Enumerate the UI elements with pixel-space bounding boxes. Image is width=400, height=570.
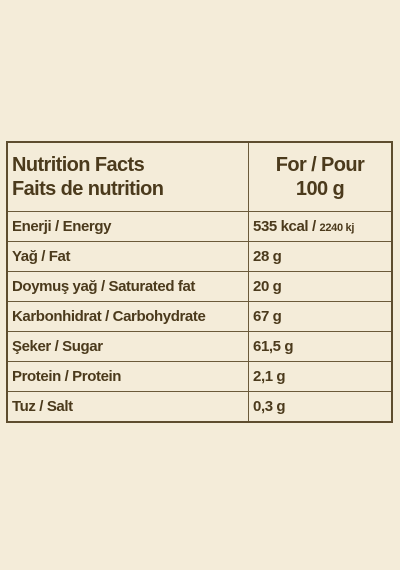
table-row: Tuz / Salt 0,3 g [6, 391, 393, 423]
table-row: Protein / Protein 2,1 g [6, 361, 393, 392]
table-row: Yağ / Fat 28 g [6, 241, 393, 272]
nutrient-value-cell: 20 g [248, 271, 393, 302]
nutrient-value: 0,3 g [253, 398, 286, 415]
nutrient-value: 67 g [253, 308, 282, 325]
nutrient-name: Enerji / Energy [6, 211, 249, 242]
nutrient-name: Şeker / Sugar [6, 331, 249, 362]
nutrient-value-cell: 67 g [248, 301, 393, 332]
nutrient-value-cell: 61,5 g [248, 331, 393, 362]
nutrient-value-cell: 2,1 g [248, 361, 393, 392]
nutrient-value-cell: 0,3 g [248, 391, 393, 423]
nutrient-value: 61,5 g [253, 338, 294, 355]
nutrition-table: Nutrition Facts Faits de nutrition For /… [6, 141, 393, 423]
nutrient-name: Doymuş yağ / Saturated fat [6, 271, 249, 302]
header-text: Faits de nutrition [12, 178, 164, 200]
table-row: Enerji / Energy 535 kcal / 2240 kj [6, 211, 393, 242]
nutrient-name: Protein / Protein [6, 361, 249, 392]
nutrient-value-cell: 28 g [248, 241, 393, 272]
nutrient-name: Karbonhidrat / Carbohydrate [6, 301, 249, 332]
nutrient-name: Yağ / Fat [6, 241, 249, 272]
nutrient-value-cell: 535 kcal / 2240 kj [248, 211, 393, 242]
header-right: For / Pour 100 g [248, 141, 393, 212]
nutrient-value: 2,1 g [253, 368, 286, 385]
header-text: Nutrition Facts [12, 154, 145, 176]
nutrient-name: Tuz / Salt [6, 391, 249, 423]
nutrient-value: 20 g [253, 278, 282, 295]
header-row: Nutrition Facts Faits de nutrition For /… [6, 141, 393, 212]
table-row: Karbonhidrat / Carbohydrate 67 g [6, 301, 393, 332]
nutrient-value: 535 kcal / [253, 218, 316, 235]
header-text: For / Pour [275, 154, 365, 176]
header-left: Nutrition Facts Faits de nutrition [6, 141, 249, 212]
table-row: Doymuş yağ / Saturated fat 20 g [6, 271, 393, 302]
header-text: 100 g [295, 178, 345, 200]
nutrient-value: 28 g [253, 248, 282, 265]
table-row: Şeker / Sugar 61,5 g [6, 331, 393, 362]
nutrient-value-small: 2240 kj [319, 222, 355, 234]
